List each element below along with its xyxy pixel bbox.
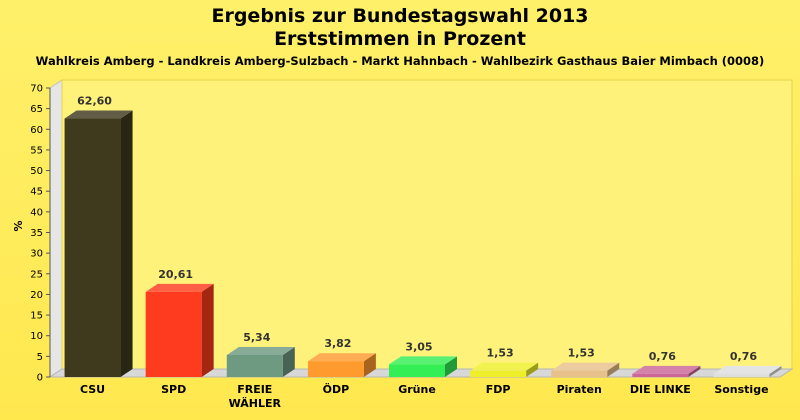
y-axis-label: % (12, 220, 25, 231)
chart-title: Ergebnis zur Bundestagswahl 2013 Erststi… (0, 5, 800, 51)
data-label: 3,05 (405, 340, 432, 353)
x-tick-label: Grüne (398, 383, 436, 396)
bar (64, 110, 133, 378)
y-tick-label: 65 (30, 104, 43, 115)
y-tick-label: 60 (30, 125, 43, 136)
bar-side (201, 283, 214, 377)
data-label: 62,60 (77, 95, 112, 108)
bar-side (526, 362, 539, 377)
x-tick-label: FDP (486, 383, 511, 396)
x-tick-label: SPD (161, 383, 186, 396)
bar-side (769, 365, 782, 377)
bar (713, 365, 782, 377)
y-tick-label: 25 (30, 269, 43, 280)
y-tick-label: 10 (30, 331, 43, 342)
chart-title-line-1: Ergebnis zur Bundestagswahl 2013 (211, 5, 589, 27)
bar (307, 353, 376, 377)
y-tick-label: 55 (30, 145, 43, 156)
bar-top (307, 353, 376, 362)
bar-side (445, 356, 457, 377)
bar-side (120, 110, 133, 378)
bar-top (470, 362, 539, 371)
bar-side (363, 353, 376, 377)
bar-side (607, 362, 620, 377)
x-tick-label: DIE LINKE (630, 383, 691, 396)
data-label: 1,53 (487, 347, 514, 360)
bar (389, 356, 457, 377)
bar-top (226, 346, 295, 355)
bar-front (64, 118, 121, 378)
bar-front (226, 354, 283, 377)
bar-front (470, 370, 527, 377)
chart-subtitle: Wahlkreis Amberg - Landkreis Amberg-Sulz… (35, 54, 765, 68)
bar-front (307, 361, 364, 377)
bar (145, 283, 214, 377)
data-label: 20,61 (158, 268, 193, 281)
y-tick-label: 45 (30, 187, 43, 198)
bar-front (713, 373, 770, 377)
y-tick-label: 5 (37, 352, 43, 363)
x-tick-label: FREIE WÄHLER (229, 383, 282, 410)
bar-top (145, 283, 214, 292)
y-tick-label: 40 (30, 207, 43, 218)
bar-top (713, 365, 782, 374)
plot-side-wall (49, 79, 63, 378)
bar (551, 362, 620, 377)
bar-top (389, 356, 457, 365)
y-tick-label: 50 (30, 166, 43, 177)
bar-front (389, 364, 445, 377)
bar (226, 346, 295, 377)
bar-top (64, 110, 133, 119)
y-tick-label: 30 (30, 249, 43, 260)
x-tick-label: Piraten (557, 383, 602, 396)
data-label: 0,76 (649, 350, 676, 363)
x-tick-label: Sonstige (714, 383, 768, 396)
bar-front (632, 373, 689, 377)
data-label: 0,76 (730, 350, 757, 363)
data-label: 1,53 (568, 347, 595, 360)
bar-side (282, 346, 295, 377)
bar-top (551, 362, 620, 371)
y-tick-label: 35 (30, 228, 43, 239)
y-tick-label: 15 (30, 311, 43, 322)
bar-front (145, 291, 202, 377)
y-tick-label: 70 (30, 84, 43, 95)
bar-side (688, 365, 701, 377)
bar (632, 365, 701, 377)
x-tick-label: CSU (80, 383, 105, 396)
bar-top (632, 365, 701, 374)
y-tick-label: 20 (30, 290, 43, 301)
bar-front (551, 370, 608, 377)
chart-title-line-2: Erststimmen in Prozent (274, 28, 526, 50)
data-label: 3,82 (324, 337, 351, 350)
bar (470, 362, 539, 377)
x-tick-label: ÖDP (323, 382, 350, 396)
data-label: 5,34 (243, 331, 270, 344)
y-tick-label: 0 (37, 373, 43, 384)
